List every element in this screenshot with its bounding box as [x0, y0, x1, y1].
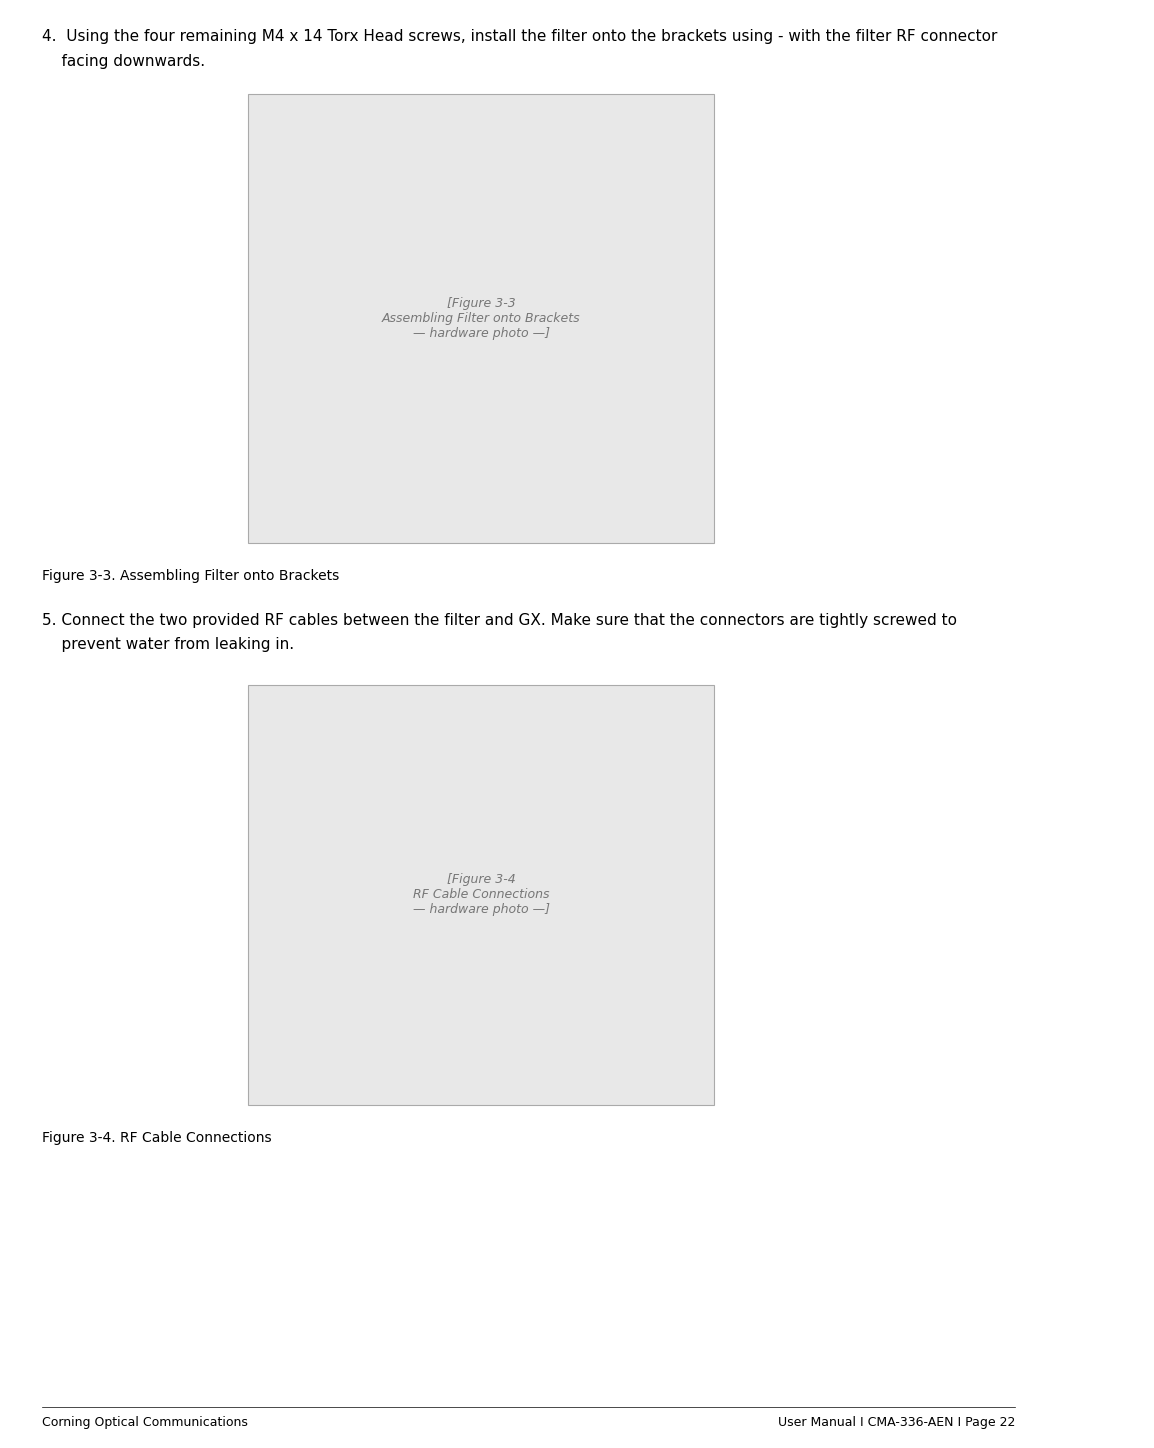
Text: Figure 3-3. Assembling Filter onto Brackets: Figure 3-3. Assembling Filter onto Brack… [43, 569, 339, 584]
Bar [248, 685, 713, 1105]
Text: prevent water from leaking in.: prevent water from leaking in. [43, 637, 294, 652]
Text: Figure 3-4. RF Cable Connections: Figure 3-4. RF Cable Connections [43, 1131, 272, 1145]
Text: Corning Optical Communications: Corning Optical Communications [43, 1416, 248, 1429]
Text: [Figure 3-4
RF Cable Connections
— hardware photo —]: [Figure 3-4 RF Cable Connections — hardw… [412, 873, 549, 917]
Text: [Figure 3-3
Assembling Filter onto Brackets
— hardware photo —]: [Figure 3-3 Assembling Filter onto Brack… [382, 297, 580, 340]
Bar [248, 94, 713, 543]
Text: 5. Connect the two provided RF cables between the filter and GX. Make sure that : 5. Connect the two provided RF cables be… [43, 613, 958, 627]
Text: 4.  Using the four remaining M4 x 14 Torx Head screws, install the filter onto t: 4. Using the four remaining M4 x 14 Torx… [43, 29, 998, 43]
Text: facing downwards.: facing downwards. [43, 54, 205, 68]
Text: User Manual I CMA-336-AEN I Page 22: User Manual I CMA-336-AEN I Page 22 [778, 1416, 1014, 1429]
